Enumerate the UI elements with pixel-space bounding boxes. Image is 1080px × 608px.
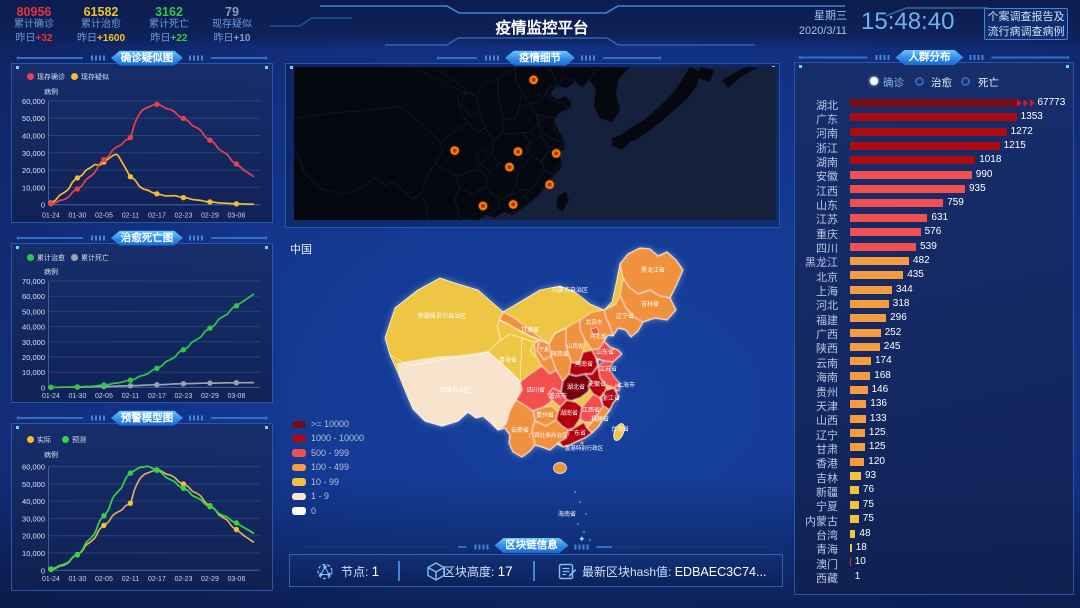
svg-text:01-24: 01-24 [42,393,60,400]
svg-text:03-06: 03-06 [227,393,245,400]
svg-text:江西省: 江西省 [582,406,600,414]
svg-text:广东省: 广东省 [568,429,586,437]
svg-text:01-30: 01-30 [68,213,86,220]
svg-text:山东省: 山东省 [596,348,614,356]
svg-text:02-11: 02-11 [122,393,139,400]
svg-text:02-17: 02-17 [148,393,166,400]
svg-text:浙江省: 浙江省 [602,394,620,402]
svg-text:02-17: 02-17 [148,576,166,583]
svg-text:03-06: 03-06 [227,213,245,220]
svg-text:安徽省: 安徽省 [588,380,606,388]
svg-text:湖北省: 湖北省 [567,383,585,391]
svg-text:上海市: 上海市 [617,381,635,389]
svg-text:河北省: 河北省 [590,332,607,340]
svg-text:02-05: 02-05 [95,576,113,583]
svg-text:甘肃省: 甘肃省 [521,326,539,334]
svg-text:01-30: 01-30 [68,576,86,583]
svg-text:0: 0 [41,383,45,392]
svg-text:云南省: 云南省 [511,426,529,434]
svg-text:02-29: 02-29 [201,393,219,400]
svg-text:辽宁省: 辽宁省 [616,312,634,320]
svg-text:0: 0 [41,201,45,210]
svg-text:西藏自治区: 西藏自治区 [440,386,470,394]
svg-text:60,000: 60,000 [22,463,45,472]
svg-text:30,000: 30,000 [22,514,45,523]
svg-text:50,000: 50,000 [22,114,45,123]
svg-text:内蒙古自治区: 内蒙古自治区 [552,286,588,294]
svg-text:新疆维吾尔自治区: 新疆维吾尔自治区 [418,312,466,320]
svg-text:02-23: 02-23 [174,213,192,220]
svg-text:20,000: 20,000 [22,353,45,362]
svg-text:宁夏: 宁夏 [539,346,549,353]
svg-text:02-29: 02-29 [201,213,219,220]
svg-text:02-05: 02-05 [95,213,113,220]
svg-text:02-29: 02-29 [201,576,219,583]
svg-text:02-11: 02-11 [122,576,139,583]
svg-text:山西省: 山西省 [567,342,584,350]
svg-text:30,000: 30,000 [22,338,45,347]
svg-text:01-24: 01-24 [42,213,60,220]
svg-text:海南省: 海南省 [558,510,576,518]
svg-text:03-06: 03-06 [227,576,245,583]
svg-text:02-05: 02-05 [95,393,113,400]
svg-text:40,000: 40,000 [22,323,45,332]
svg-text:贵州省: 贵州省 [536,411,554,419]
svg-text:20,000: 20,000 [22,532,45,541]
svg-text:70,000: 70,000 [22,277,45,286]
svg-text:10,000: 10,000 [22,368,45,377]
svg-text:30,000: 30,000 [22,149,45,158]
svg-text:陕西省: 陕西省 [551,350,569,358]
svg-text:江苏省: 江苏省 [599,365,617,373]
svg-text:0: 0 [41,566,45,575]
svg-text:50,000: 50,000 [22,480,45,489]
svg-text:台湾省: 台湾省 [611,425,629,433]
svg-text:20,000: 20,000 [22,166,45,175]
svg-text:02-11: 02-11 [122,213,139,220]
svg-text:✦: ✦ [578,534,586,544]
svg-text:40,000: 40,000 [22,497,45,506]
svg-text:广西壮族自治区: 广西壮族自治区 [529,431,568,439]
svg-text:香港特别行政区: 香港特别行政区 [565,444,604,452]
svg-text:吉林省: 吉林省 [641,300,659,308]
svg-text:四川省: 四川省 [527,386,545,394]
svg-text:40,000: 40,000 [22,132,45,141]
svg-text:02-23: 02-23 [174,576,192,583]
svg-text:50,000: 50,000 [22,307,45,316]
svg-text:60,000: 60,000 [22,97,45,106]
svg-text:60,000: 60,000 [22,292,45,301]
svg-text:黑龙江省: 黑龙江省 [641,266,665,274]
svg-text:湖南省: 湖南省 [560,409,578,417]
svg-text:北京市: 北京市 [586,318,603,326]
svg-text:青海省: 青海省 [499,356,517,364]
svg-text:01-24: 01-24 [42,576,60,583]
svg-text:重庆市: 重庆市 [549,392,567,400]
svg-text:河南省: 河南省 [575,360,593,368]
svg-text:01-30: 01-30 [68,393,86,400]
svg-text:10,000: 10,000 [22,549,45,558]
svg-text:10,000: 10,000 [22,183,45,192]
svg-text:02-17: 02-17 [148,213,166,220]
svg-text:福建省: 福建省 [591,415,609,423]
svg-text:02-23: 02-23 [174,393,192,400]
